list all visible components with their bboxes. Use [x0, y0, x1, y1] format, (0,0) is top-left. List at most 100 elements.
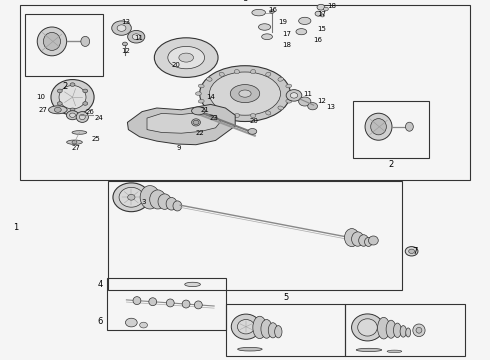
- Ellipse shape: [413, 324, 425, 337]
- Ellipse shape: [168, 46, 205, 69]
- Ellipse shape: [259, 24, 270, 30]
- Bar: [226, 304, 345, 356]
- Ellipse shape: [266, 72, 271, 76]
- Ellipse shape: [127, 194, 135, 200]
- Text: 1: 1: [13, 223, 19, 232]
- Ellipse shape: [308, 103, 318, 110]
- Text: 16: 16: [269, 7, 277, 13]
- Circle shape: [57, 89, 62, 93]
- Ellipse shape: [44, 32, 61, 50]
- Ellipse shape: [150, 190, 166, 209]
- Ellipse shape: [248, 129, 257, 134]
- Text: 20: 20: [250, 118, 259, 124]
- Ellipse shape: [289, 92, 294, 95]
- Ellipse shape: [400, 325, 407, 337]
- Ellipse shape: [76, 112, 89, 122]
- Text: 25: 25: [91, 136, 100, 142]
- Text: 8: 8: [243, 0, 247, 3]
- Ellipse shape: [352, 314, 384, 341]
- Ellipse shape: [154, 38, 218, 77]
- Text: 21: 21: [201, 107, 210, 113]
- Ellipse shape: [179, 53, 194, 62]
- Ellipse shape: [368, 236, 378, 245]
- Ellipse shape: [230, 85, 260, 103]
- Bar: [20, 5, 470, 180]
- Ellipse shape: [261, 320, 272, 338]
- Ellipse shape: [49, 106, 67, 114]
- Ellipse shape: [182, 300, 190, 308]
- Ellipse shape: [140, 186, 160, 209]
- Ellipse shape: [207, 106, 212, 110]
- Circle shape: [405, 247, 418, 256]
- Ellipse shape: [406, 328, 411, 337]
- Text: 23: 23: [210, 115, 219, 121]
- Text: 13: 13: [122, 19, 130, 25]
- Ellipse shape: [278, 106, 283, 110]
- Ellipse shape: [250, 69, 256, 74]
- Ellipse shape: [234, 113, 240, 118]
- Circle shape: [83, 102, 88, 105]
- Text: 27: 27: [72, 145, 80, 151]
- Ellipse shape: [358, 319, 377, 336]
- Ellipse shape: [377, 318, 390, 339]
- Polygon shape: [127, 104, 235, 145]
- Ellipse shape: [166, 197, 177, 210]
- Circle shape: [70, 108, 75, 112]
- Ellipse shape: [266, 111, 271, 115]
- Ellipse shape: [365, 113, 392, 140]
- Text: 11: 11: [134, 35, 143, 41]
- Text: 11: 11: [303, 91, 312, 97]
- Text: 18: 18: [327, 4, 336, 9]
- Ellipse shape: [286, 99, 292, 103]
- Ellipse shape: [72, 131, 87, 134]
- Ellipse shape: [158, 194, 172, 210]
- Bar: [345, 304, 465, 356]
- Circle shape: [72, 140, 77, 144]
- Bar: [353, 101, 429, 158]
- Ellipse shape: [37, 27, 67, 56]
- Text: 4: 4: [98, 280, 103, 289]
- Ellipse shape: [81, 36, 90, 46]
- Ellipse shape: [298, 17, 311, 24]
- Ellipse shape: [386, 320, 396, 338]
- Ellipse shape: [219, 72, 224, 76]
- Text: 19: 19: [278, 19, 287, 24]
- Ellipse shape: [262, 34, 272, 40]
- Circle shape: [125, 318, 137, 327]
- Text: 5: 5: [283, 293, 288, 302]
- Ellipse shape: [365, 238, 372, 246]
- Ellipse shape: [132, 34, 140, 40]
- Ellipse shape: [192, 119, 200, 126]
- Ellipse shape: [359, 235, 368, 246]
- Circle shape: [70, 83, 75, 86]
- Ellipse shape: [252, 9, 266, 16]
- Text: 2: 2: [63, 82, 68, 91]
- Ellipse shape: [133, 297, 141, 305]
- Text: 7: 7: [413, 247, 418, 256]
- Text: 12: 12: [122, 48, 130, 54]
- Ellipse shape: [79, 114, 85, 120]
- Ellipse shape: [173, 201, 182, 211]
- Ellipse shape: [113, 183, 150, 212]
- Text: 17: 17: [318, 12, 326, 17]
- Ellipse shape: [238, 347, 262, 351]
- Text: 18: 18: [282, 42, 291, 48]
- Ellipse shape: [196, 92, 201, 95]
- Text: 17: 17: [282, 31, 291, 37]
- Ellipse shape: [117, 25, 126, 31]
- Ellipse shape: [192, 107, 205, 115]
- Ellipse shape: [198, 84, 204, 88]
- Text: 27: 27: [39, 107, 48, 113]
- Text: 14: 14: [206, 94, 215, 100]
- Ellipse shape: [286, 84, 292, 88]
- Ellipse shape: [393, 323, 401, 338]
- Ellipse shape: [237, 320, 255, 334]
- Ellipse shape: [269, 323, 277, 338]
- Ellipse shape: [290, 93, 297, 98]
- Ellipse shape: [167, 299, 174, 307]
- Circle shape: [140, 322, 147, 328]
- Circle shape: [317, 4, 325, 10]
- Ellipse shape: [122, 42, 127, 46]
- Text: 6: 6: [98, 317, 103, 325]
- Ellipse shape: [356, 348, 382, 351]
